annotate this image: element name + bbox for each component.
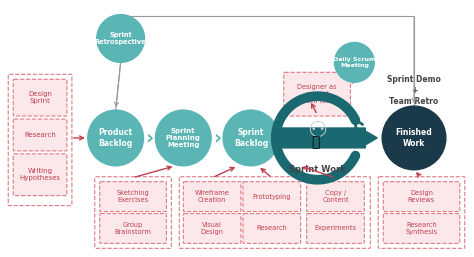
Circle shape bbox=[382, 106, 446, 170]
Circle shape bbox=[97, 15, 145, 62]
FancyBboxPatch shape bbox=[243, 182, 301, 212]
Text: Designer as
part of
scrum team: Designer as part of scrum team bbox=[297, 84, 337, 104]
FancyArrow shape bbox=[279, 128, 377, 148]
FancyBboxPatch shape bbox=[13, 79, 67, 116]
Circle shape bbox=[223, 110, 279, 166]
Text: Finished
Work: Finished Work bbox=[396, 128, 432, 148]
Text: Prototyping: Prototyping bbox=[253, 194, 291, 200]
FancyBboxPatch shape bbox=[307, 214, 365, 243]
Text: Sketching
Exercises: Sketching Exercises bbox=[117, 190, 149, 203]
Text: ›: › bbox=[213, 128, 221, 148]
FancyBboxPatch shape bbox=[383, 214, 460, 243]
Text: Wireframe
Creation: Wireframe Creation bbox=[195, 190, 229, 203]
FancyBboxPatch shape bbox=[383, 182, 460, 212]
Text: Experiments: Experiments bbox=[314, 225, 356, 232]
Circle shape bbox=[335, 42, 374, 82]
FancyBboxPatch shape bbox=[284, 72, 350, 116]
FancyBboxPatch shape bbox=[13, 119, 67, 151]
Circle shape bbox=[88, 110, 144, 166]
Text: Sprint
Retrospective: Sprint Retrospective bbox=[95, 32, 146, 45]
FancyBboxPatch shape bbox=[243, 214, 301, 243]
Text: Research: Research bbox=[24, 132, 56, 138]
Text: Daily Scrum
Meeting: Daily Scrum Meeting bbox=[333, 57, 375, 68]
Text: Design
Reviews: Design Reviews bbox=[408, 190, 435, 203]
FancyBboxPatch shape bbox=[100, 214, 166, 243]
Text: Visual
Design: Visual Design bbox=[201, 222, 224, 235]
FancyBboxPatch shape bbox=[13, 154, 67, 196]
FancyBboxPatch shape bbox=[100, 182, 166, 212]
Text: Group
Brainstorm: Group Brainstorm bbox=[115, 222, 152, 235]
FancyBboxPatch shape bbox=[183, 182, 241, 212]
Text: Product
Backlog: Product Backlog bbox=[99, 128, 133, 148]
Text: Copy /
Content: Copy / Content bbox=[322, 190, 349, 203]
Text: ⚇: ⚇ bbox=[308, 120, 328, 140]
Text: Writing
Hypotheses: Writing Hypotheses bbox=[19, 168, 61, 181]
Text: Design
Sprint: Design Sprint bbox=[28, 91, 52, 104]
Text: Research
Synthesis: Research Synthesis bbox=[405, 222, 438, 235]
Text: Sprint Work: Sprint Work bbox=[289, 165, 346, 174]
Circle shape bbox=[155, 110, 211, 166]
Text: Sprint
Backlog: Sprint Backlog bbox=[234, 128, 268, 148]
FancyBboxPatch shape bbox=[183, 214, 241, 243]
Text: ›: › bbox=[146, 128, 154, 148]
Text: 👥: 👥 bbox=[311, 135, 320, 149]
Text: Research: Research bbox=[256, 225, 287, 232]
Text: Sprint
Planning
Meeting: Sprint Planning Meeting bbox=[166, 128, 201, 148]
Text: Sprint Demo
+
Team Retro: Sprint Demo + Team Retro bbox=[387, 75, 441, 106]
FancyBboxPatch shape bbox=[307, 182, 365, 212]
